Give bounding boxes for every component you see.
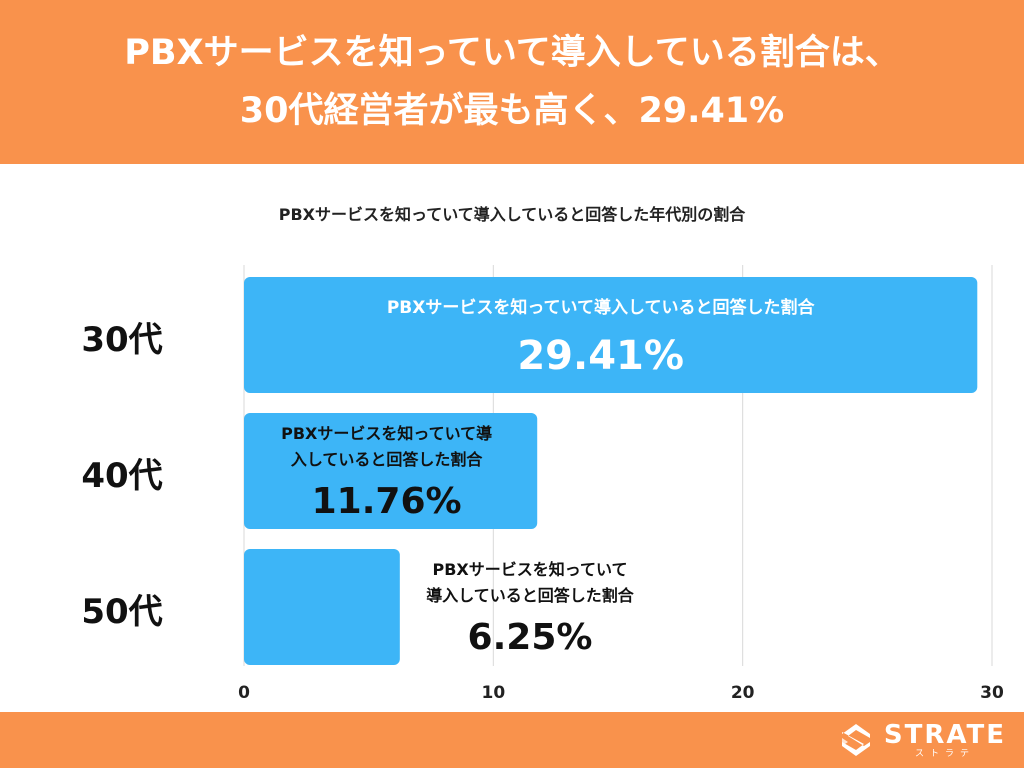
x-tick-label-20: 20 [731, 683, 755, 703]
header-banner: PBXサービスを知っていて導入している割合は、 30代経営者が最も高く、29.4… [0, 0, 1024, 164]
x-tick-label-10: 10 [481, 683, 505, 703]
x-tick-label-30: 30 [980, 683, 1004, 703]
chart-title: PBXサービスを知っていて導入していると回答した年代別の割合 [278, 205, 746, 224]
bar-30代 [244, 277, 978, 393]
series-label-50代-line2: 導入していると回答した割合 [426, 586, 635, 605]
bar-40代 [244, 413, 538, 529]
headline-line-2: 30代経営者が最も高く、29.41% [239, 91, 785, 131]
series-label-30代: PBXサービスを知っていて導入していると回答した割合 [387, 297, 816, 318]
x-tick-label-0: 0 [238, 683, 250, 703]
series-label-40代-line2: 入していると回答した割合 [291, 450, 484, 469]
value-label-50代: 6.25% [468, 617, 593, 658]
value-label-40代: 11.76% [312, 481, 462, 522]
category-label-50代: 50代 [81, 592, 162, 632]
strate-logo: STRATE ストラテ [836, 720, 1006, 760]
footer-bar: STRATE ストラテ [0, 712, 1024, 768]
strate-logo-icon [841, 724, 870, 756]
headline-line-1: PBXサービスを知っていて導入している割合は、 [124, 33, 900, 73]
category-label-30代: 30代 [81, 320, 162, 360]
logo-katakana: ストラテ [914, 749, 975, 759]
value-label-30代: 29.41% [517, 333, 684, 379]
category-label-40代: 40代 [81, 456, 162, 496]
logo-wordmark: STRATE [883, 720, 1006, 750]
series-label-40代-line1: PBXサービスを知っていて導 [281, 424, 492, 443]
bar-50代 [244, 549, 400, 665]
series-label-50代-line1: PBXサービスを知っていて [433, 560, 628, 579]
